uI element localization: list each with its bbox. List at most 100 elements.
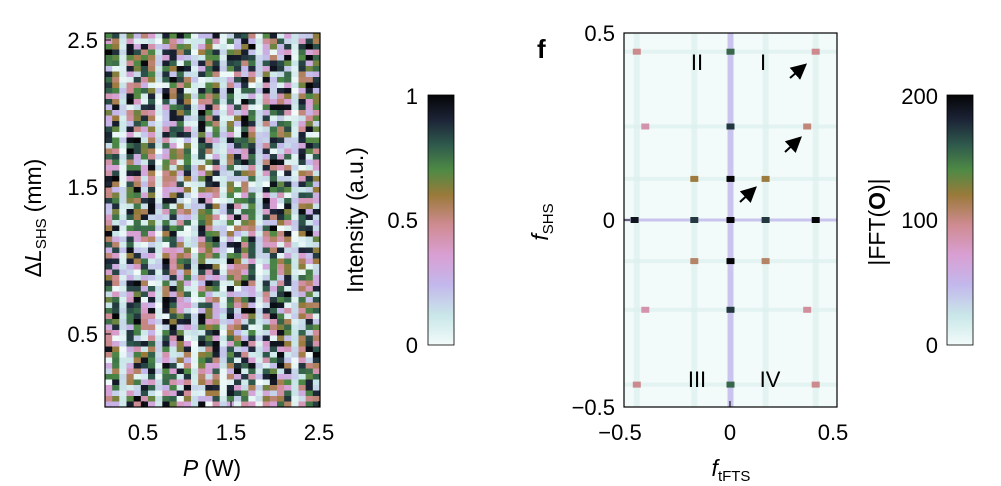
heatmap-cell — [277, 154, 285, 160]
heatmap-cell — [277, 264, 285, 270]
heatmap-cell — [126, 363, 135, 369]
heatmap-cell — [312, 110, 321, 116]
heatmap-cell — [205, 385, 213, 391]
heatmap-cell — [169, 396, 178, 402]
heatmap-cell — [169, 214, 178, 221]
heatmap-cell — [241, 286, 249, 292]
heatmap-cell — [212, 225, 221, 232]
heatmap-cell — [277, 192, 285, 199]
heatmap-cell — [248, 99, 256, 105]
heatmap-cell — [176, 385, 185, 391]
heatmap-cell — [298, 297, 307, 303]
heatmap-cell — [269, 302, 278, 309]
heatmap-cell — [269, 88, 278, 94]
heatmap-cell — [284, 121, 292, 127]
heatmap-cell — [148, 115, 156, 122]
heatmap-cell — [191, 49, 199, 56]
heatmap-cell — [183, 181, 192, 188]
heatmap-cell — [226, 60, 235, 67]
heatmap-cell — [226, 159, 235, 166]
heatmap-cell — [162, 187, 170, 193]
heatmap-cell — [277, 66, 285, 72]
heatmap-cell — [205, 291, 213, 298]
right-x-axis-label: ftFTS — [712, 455, 751, 485]
heatmap-cell — [234, 49, 242, 56]
heatmap-cell — [312, 379, 321, 386]
heatmap-cell — [133, 280, 142, 287]
heatmap-cell — [112, 258, 120, 265]
heatmap-cell — [205, 313, 213, 320]
heatmap-cell — [169, 49, 178, 56]
heatmap-cell — [291, 247, 299, 254]
heatmap-cell — [298, 148, 307, 155]
heatmap-cell — [284, 352, 292, 358]
heatmap-cell — [183, 368, 192, 375]
heatmap-cell — [305, 55, 314, 61]
heatmap-cell — [205, 38, 213, 45]
heatmap-cell — [169, 269, 178, 276]
heatmap-cell — [298, 335, 307, 342]
heatmap-cell — [169, 247, 178, 254]
heatmap-cell — [291, 60, 299, 67]
heatmap-cell — [291, 110, 299, 116]
heatmap-cell — [255, 159, 264, 166]
heatmap-cell — [284, 330, 292, 336]
heatmap-cell — [248, 302, 256, 309]
heatmap-cell — [205, 297, 213, 303]
heatmap-cell — [176, 60, 185, 67]
heatmap-cell — [298, 357, 307, 364]
heatmap-cell — [119, 71, 127, 78]
heatmap-cell — [119, 176, 127, 182]
heatmap-cell — [255, 77, 264, 83]
heatmap-cell — [305, 82, 314, 89]
heatmap-cell — [126, 302, 135, 309]
heatmap-cell — [162, 313, 170, 320]
heatmap-cell — [298, 82, 307, 89]
heatmap-cell — [248, 176, 256, 182]
heatmap-cell — [226, 55, 235, 61]
heatmap-cell — [205, 33, 213, 39]
heatmap-cell — [262, 319, 271, 325]
heatmap-cell — [262, 379, 271, 386]
heatmap-cell — [140, 396, 149, 402]
heatmap-cell — [248, 93, 256, 100]
heatmap-cell — [133, 341, 142, 347]
heatmap-cell — [176, 154, 185, 160]
heatmap-cell — [183, 313, 192, 320]
heatmap-cell — [148, 132, 156, 138]
heatmap-cell — [284, 88, 292, 94]
heatmap-cell — [219, 319, 228, 325]
heatmap-cell — [212, 77, 221, 83]
right-xlabel-sub: tFTS — [718, 468, 751, 485]
heatmap-cell — [305, 368, 314, 375]
heatmap-cell — [226, 214, 235, 221]
heatmap-cell — [205, 258, 213, 265]
heatmap-cell — [212, 291, 221, 298]
heatmap-cell — [212, 379, 221, 386]
heatmap-cell — [119, 115, 127, 122]
heatmap-cell — [226, 308, 235, 314]
heatmap-cell — [205, 247, 213, 254]
heatmap-cell — [148, 82, 156, 89]
heatmap-cell — [112, 253, 120, 259]
heatmap-cell — [291, 88, 299, 94]
heatmap-cell — [148, 33, 156, 39]
heatmap-cell — [226, 49, 235, 56]
heatmap-cell — [191, 176, 199, 182]
heatmap-cell — [291, 385, 299, 391]
heatmap-cell — [112, 236, 120, 243]
heatmap-cell — [169, 286, 178, 292]
heatmap-cell — [176, 269, 185, 276]
heatmap-cell — [119, 77, 127, 83]
heatmap-cell — [169, 181, 178, 188]
heatmap-cell — [191, 220, 199, 226]
heatmap-cell — [234, 341, 242, 347]
heatmap-cell — [226, 143, 235, 149]
heatmap-cell — [241, 363, 249, 369]
heatmap-cell — [226, 280, 235, 287]
heatmap-cell — [219, 357, 228, 364]
heatmap-cell — [234, 214, 242, 221]
heatmap-cell — [298, 374, 307, 380]
heatmap-cell — [291, 275, 299, 281]
heatmap-cell — [269, 247, 278, 254]
